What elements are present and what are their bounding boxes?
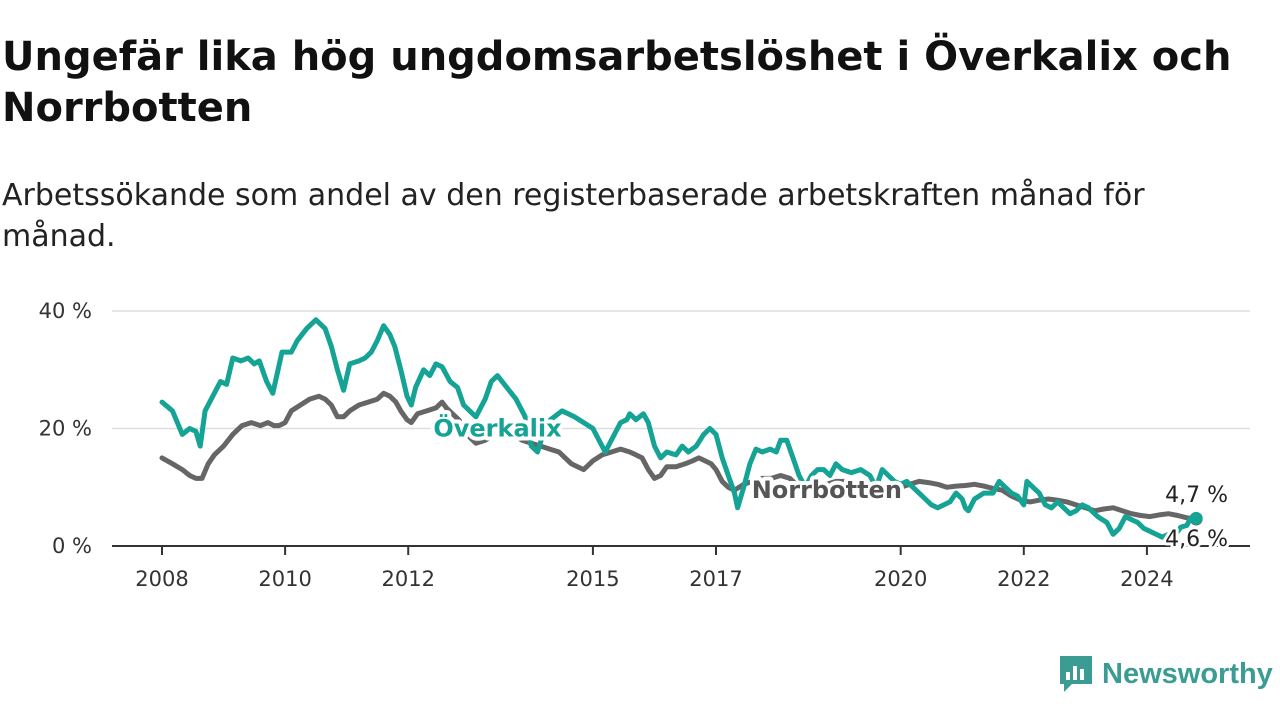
x-tick-label: 2017: [689, 567, 742, 591]
end-value-label: 4,6 %: [1165, 527, 1228, 552]
y-axis-labels: 0 % 20 % 40 %: [39, 299, 92, 558]
brand-name: Newsworthy: [1102, 657, 1273, 690]
x-tick-label: 2010: [258, 567, 311, 591]
page-title: Ungefär lika hög ungdomsarbetslöshet i Ö…: [2, 34, 1232, 131]
branding: Newsworthy: [1058, 652, 1273, 696]
end-value-label: 4,7 %: [1165, 483, 1228, 508]
y-tick-label: 20 %: [39, 417, 92, 441]
y-tick-label: 0 %: [52, 534, 92, 558]
x-tick-label: 2022: [997, 567, 1050, 591]
x-tick-label: 2024: [1120, 567, 1173, 591]
x-tick-label: 2008: [135, 567, 188, 591]
newsworthy-logo-icon: [1060, 656, 1092, 692]
y-tick-label: 40 %: [39, 299, 92, 323]
series-end-marker: [1189, 511, 1203, 525]
x-tick-label: 2020: [874, 567, 927, 591]
page-subtitle: Arbetssökande som andel av den registerb…: [2, 178, 1145, 254]
series-label-norrbotten: Norrbotten: [752, 476, 902, 504]
x-axis-labels: 2008 2010 2012 2015 2017 2020 2022 2024: [135, 567, 1173, 591]
x-tick-label: 2012: [382, 567, 435, 591]
series-lines: [159, 317, 1203, 540]
line-chart: 0 % 20 % 40 % 2008 2010 2012 2015 2017 2020 2022…: [39, 299, 1250, 591]
series-label-overkalix: Överkalix: [433, 413, 562, 443]
grid-layer: [112, 310, 1250, 555]
x-tick-label: 2015: [566, 567, 619, 591]
series-line-overkalix: [159, 317, 1199, 540]
series-annotations: Överkalix Norrbotten 4,7 % 4,6 %: [429, 409, 1231, 556]
